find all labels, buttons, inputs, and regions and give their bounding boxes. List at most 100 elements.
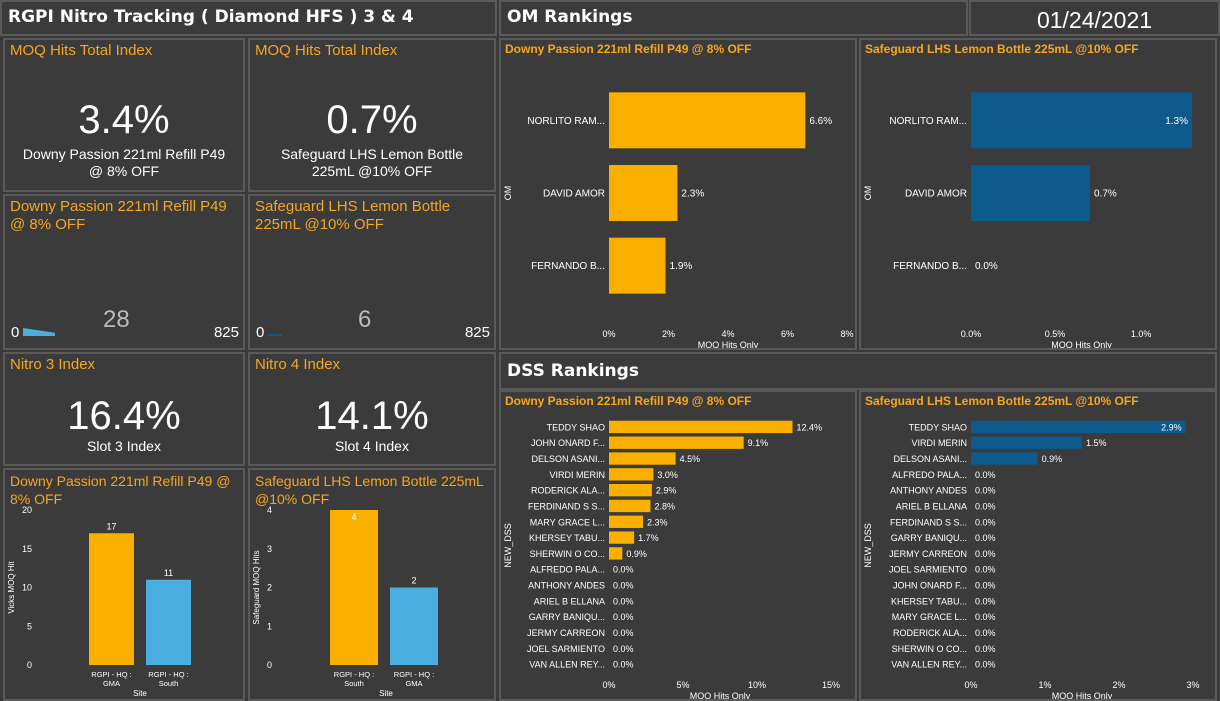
bar [971, 436, 1082, 449]
x-tick-label: 10% [748, 680, 766, 690]
y-axis-title: Safeguard MOQ Hits [252, 550, 261, 624]
category-label: RGPI - HQ : [394, 670, 434, 679]
card-title-line1: Downy Passion 221ml Refill P49 [10, 198, 227, 215]
data-label: 0.0% [613, 596, 634, 606]
data-label: 17 [106, 521, 116, 531]
data-label: 0.0% [975, 486, 996, 496]
data-label: 0.0% [975, 533, 996, 543]
data-label: 4 [351, 512, 356, 522]
category-label: NORLITO RAM... [889, 116, 967, 127]
category-label: KHERSEY TABU... [529, 533, 605, 543]
x-tick-label: 0% [602, 329, 615, 339]
bar [609, 483, 652, 497]
kpi-value: 0.7% [326, 98, 418, 142]
card-title: Downy Passion 221ml Refill P49 @ 8% OFF [10, 473, 231, 507]
y-axis-title: NEW_DSS [863, 523, 873, 568]
kpi-subtitle-line2: 225mL @10% OFF [311, 163, 433, 179]
kpi-subtitle-line1: Downy Passion 221ml Refill P49 [22, 146, 226, 162]
data-label: 0.0% [613, 660, 634, 670]
x-tick-label: 2% [662, 329, 675, 339]
dss-rankings-title: DSS Rankings [507, 361, 639, 381]
y-tick-label: 15 [22, 544, 32, 554]
category-label: MARY GRACE L... [892, 612, 967, 622]
data-label: 2 [411, 576, 416, 586]
category-label: DAVID AMOR [905, 189, 967, 200]
dss-bar-chart-2: TEDDY SHAO 2.9% VIRDI MERIN 1.5% DELSON ASAN… [863, 420, 1200, 701]
data-label: 0.9% [1042, 454, 1063, 464]
dss-chart-card-2: Safeguard LHS Lemon Bottle 225mL @10% OF… [859, 390, 1217, 701]
data-label: 1.3% [1165, 116, 1188, 127]
dashboard-title: RGPI Nitro Tracking ( Diamond HFS ) 3 & … [8, 7, 414, 27]
report-date: 01/24/2021 [1036, 7, 1153, 33]
nitro-3-index-card: Nitro 3 Index 16.4% Slot 3 Index [3, 352, 245, 466]
dashboard-header: RGPI Nitro Tracking ( Diamond HFS ) 3 & … [0, 0, 497, 36]
y-tick-label: 10 [22, 583, 32, 593]
category-label: ARIEL B ELLANA [896, 501, 967, 511]
om-bar-chart-2: NORLITO RAM... 1.3% DAVID AMOR 0.7% FERNANDO… [863, 92, 1192, 348]
x-tick-label: 2% [1112, 680, 1125, 690]
gauge-max: 825 [213, 324, 239, 341]
data-label: 12.4% [797, 422, 823, 432]
category-label: ANTHONY ANDES [528, 581, 605, 591]
x-axis-title: MOQ Hits Only [690, 691, 751, 701]
chart-title: Safeguard LHS Lemon Bottle 225mL @10% OF… [865, 42, 1139, 56]
data-label: 2.9% [1161, 422, 1182, 432]
gauge-card-2: Safeguard LHS Lemon Bottle 225mL @10% OF… [248, 194, 496, 350]
data-label: 2.8% [654, 501, 675, 511]
bar [609, 547, 623, 560]
x-tick-label: 0% [602, 680, 615, 690]
om-chart-card-2: Safeguard LHS Lemon Bottle 225mL @10% OF… [859, 38, 1217, 350]
data-label: 0.0% [975, 644, 996, 654]
kpi-subtitle-line2: @ 8% OFF [88, 163, 160, 179]
y-tick-label: 0 [27, 660, 32, 670]
data-label: 0.0% [975, 501, 996, 511]
bar [971, 452, 1038, 465]
category-label: FERDINAND S S... [528, 501, 605, 511]
category-label: MARY GRACE L... [530, 517, 605, 527]
y-axis-title: NEW_DSS [503, 523, 513, 568]
y-tick-label: 1 [267, 621, 272, 631]
x-tick-label: 15% [822, 680, 840, 690]
bar [146, 579, 191, 665]
category-label: RGPI - HQ : [334, 670, 374, 679]
kpi-subtitle-line1: Safeguard LHS Lemon Bottle [280, 146, 464, 162]
category-label: SHERWIN O CO... [530, 549, 605, 559]
data-label: 1.7% [638, 533, 659, 543]
data-label: 0.7% [1094, 189, 1117, 200]
x-axis-title: MOQ Hits Only [1052, 691, 1113, 701]
chart-title: Safeguard LHS Lemon Bottle 225mL @10% OF… [865, 394, 1139, 408]
chart-title: Downy Passion 221ml Refill P49 @ 8% OFF [505, 394, 752, 408]
gauge-value: 6 [358, 306, 372, 333]
category-label: GARRY BANIQU... [529, 612, 605, 622]
category-label: RODERICK ALA... [893, 628, 967, 638]
x-tick-label: 4% [721, 329, 734, 339]
bar [971, 92, 1192, 149]
category-label: FERNANDO B... [531, 261, 605, 272]
bar [609, 436, 744, 449]
data-label: 4.5% [680, 454, 701, 464]
category-label: ALFREDO PALA... [892, 470, 967, 480]
gauge-card-1: Downy Passion 221ml Refill P49 @ 8% OFF … [3, 194, 245, 350]
category-label: DAVID AMOR [543, 189, 605, 200]
category-label: RGPI - HQ : [148, 670, 188, 679]
category-label: JOHN ONARD F... [893, 581, 967, 591]
gauge-value: 28 [103, 306, 130, 333]
site-chart-card-1: Downy Passion 221ml Refill P49 @ 8% OFF … [3, 468, 245, 701]
category-label: GMA [405, 679, 422, 688]
category-label: SHERWIN O CO... [892, 644, 967, 654]
card-title: Safeguard LHS Lemon Bottle 225mL @10% OF… [255, 473, 484, 507]
bar [609, 92, 806, 149]
data-label: 2.9% [656, 486, 677, 496]
x-axis-title: Site [133, 689, 147, 698]
y-tick-label: 3 [267, 544, 272, 554]
kpi-subtitle: Slot 4 Index [335, 438, 409, 454]
bar [609, 452, 676, 465]
category-label: VAN ALLEN REY... [529, 660, 605, 670]
data-label: 0.0% [613, 628, 634, 638]
x-tick-label: 0% [964, 680, 977, 690]
category-label: JOEL SARMIENTO [527, 644, 605, 654]
bar [609, 237, 666, 294]
om-header: OM Rankings [499, 0, 968, 36]
bar [971, 420, 1186, 434]
dss-chart-card-1: Downy Passion 221ml Refill P49 @ 8% OFF … [499, 390, 857, 701]
